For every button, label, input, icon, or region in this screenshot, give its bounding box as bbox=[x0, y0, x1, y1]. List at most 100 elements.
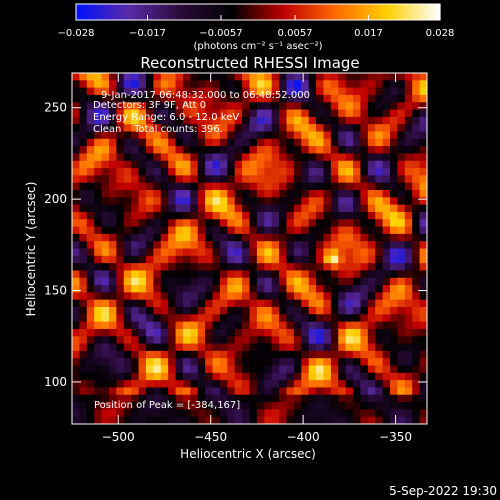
heatmap-cell bbox=[264, 387, 273, 396]
heatmap-cell bbox=[86, 116, 95, 125]
heatmap-cell bbox=[353, 248, 361, 257]
heatmap-cell bbox=[212, 190, 221, 198]
heatmap-cell bbox=[256, 241, 265, 249]
heatmap-cell bbox=[249, 263, 258, 271]
heatmap-cell bbox=[308, 168, 317, 176]
heatmap-cell bbox=[72, 182, 80, 191]
heatmap-cell bbox=[205, 343, 214, 352]
heatmap-cell bbox=[338, 307, 347, 315]
heatmap-cell bbox=[330, 131, 339, 140]
colorbar-swatch bbox=[76, 4, 79, 20]
heatmap-cell bbox=[345, 263, 354, 271]
heatmap-cell bbox=[419, 160, 428, 169]
heatmap-cell bbox=[390, 248, 398, 257]
heatmap-cell bbox=[145, 219, 154, 228]
heatmap-cell bbox=[404, 73, 413, 81]
heatmap-cell bbox=[390, 380, 398, 388]
heatmap-cell bbox=[301, 73, 310, 81]
heatmap-cell bbox=[94, 394, 103, 403]
heatmap-cell bbox=[419, 255, 428, 264]
heatmap-cell bbox=[382, 175, 391, 184]
heatmap-cell bbox=[249, 365, 258, 374]
heatmap-cell bbox=[86, 146, 95, 154]
heatmap-cell bbox=[86, 409, 95, 418]
heatmap-cell bbox=[190, 416, 199, 425]
heatmap-cell bbox=[419, 197, 428, 206]
colorbar-swatch bbox=[348, 4, 351, 20]
heatmap-cell bbox=[101, 219, 110, 228]
heatmap-cell bbox=[323, 73, 332, 81]
heatmap-cell bbox=[160, 138, 169, 147]
heatmap-cell bbox=[367, 350, 376, 359]
heatmap-cell bbox=[375, 358, 384, 366]
heatmap-cell bbox=[79, 314, 88, 323]
colorbar-swatch bbox=[426, 4, 429, 20]
heatmap-cell bbox=[264, 394, 273, 403]
heatmap-cell bbox=[205, 168, 214, 176]
heatmap-cell bbox=[138, 402, 147, 410]
heatmap-cell bbox=[242, 343, 250, 352]
heatmap-cell bbox=[323, 270, 332, 279]
heatmap-cell bbox=[116, 277, 125, 286]
heatmap-cell bbox=[116, 343, 125, 352]
heatmap-cell bbox=[131, 241, 140, 249]
colorbar-swatch bbox=[88, 4, 91, 20]
heatmap-cell bbox=[412, 94, 421, 103]
colorbar-swatch bbox=[112, 4, 115, 20]
heatmap-cell bbox=[279, 248, 287, 257]
heatmap-cell bbox=[419, 402, 428, 410]
heatmap-cell bbox=[338, 160, 347, 169]
heatmap-cell bbox=[168, 328, 177, 337]
heatmap-cell bbox=[256, 182, 265, 191]
heatmap-cell bbox=[375, 394, 384, 403]
heatmap-cell bbox=[360, 307, 369, 315]
heatmap-cell bbox=[94, 263, 103, 271]
heatmap-cell bbox=[330, 285, 339, 293]
heatmap-cell bbox=[367, 138, 376, 147]
heatmap-cell bbox=[197, 387, 206, 396]
heatmap-cell bbox=[79, 124, 88, 132]
heatmap-cell bbox=[264, 138, 273, 147]
colorbar-swatch bbox=[432, 4, 435, 20]
heatmap-cell bbox=[286, 270, 295, 279]
heatmap-cell bbox=[175, 292, 184, 301]
heatmap-cell bbox=[108, 314, 117, 323]
heatmap-cell bbox=[175, 328, 184, 337]
heatmap-cell bbox=[123, 394, 132, 403]
heatmap-cell bbox=[138, 343, 147, 352]
colorbar-swatch bbox=[288, 4, 291, 20]
heatmap-cell bbox=[367, 219, 376, 228]
heatmap-cell bbox=[234, 314, 243, 323]
heatmap-cell bbox=[116, 263, 125, 271]
heatmap-cell bbox=[145, 402, 154, 410]
heatmap-cell bbox=[360, 131, 369, 140]
colorbar-swatch bbox=[360, 4, 363, 20]
heatmap-cell bbox=[227, 307, 236, 315]
heatmap-cell bbox=[249, 350, 258, 359]
heatmap-cell bbox=[419, 321, 428, 330]
colorbar-swatch bbox=[146, 4, 149, 20]
heatmap-cell bbox=[197, 380, 206, 388]
heatmap-cell bbox=[123, 343, 132, 352]
heatmap-cell bbox=[256, 358, 265, 366]
heatmap-cell bbox=[79, 321, 88, 330]
heatmap-cell bbox=[175, 277, 184, 286]
heatmap-cell bbox=[123, 138, 132, 147]
heatmap-cell bbox=[264, 94, 273, 103]
heatmap-cell bbox=[197, 416, 206, 425]
heatmap-cell bbox=[145, 277, 154, 286]
heatmap-cell bbox=[353, 233, 361, 242]
heatmap-cell bbox=[168, 138, 177, 147]
heatmap-cell bbox=[72, 102, 80, 111]
heatmap-cell bbox=[168, 299, 177, 308]
heatmap-cell bbox=[360, 124, 369, 132]
heatmap-cell bbox=[367, 109, 376, 118]
heatmap-cell bbox=[382, 80, 391, 89]
heatmap-cell bbox=[153, 175, 162, 184]
heatmap-cell bbox=[175, 241, 184, 249]
heatmap-cell bbox=[234, 168, 243, 176]
colorbar-swatch bbox=[266, 4, 269, 20]
heatmap-cell bbox=[79, 248, 88, 257]
heatmap-cell bbox=[190, 394, 199, 403]
heatmap-cell bbox=[197, 285, 206, 293]
